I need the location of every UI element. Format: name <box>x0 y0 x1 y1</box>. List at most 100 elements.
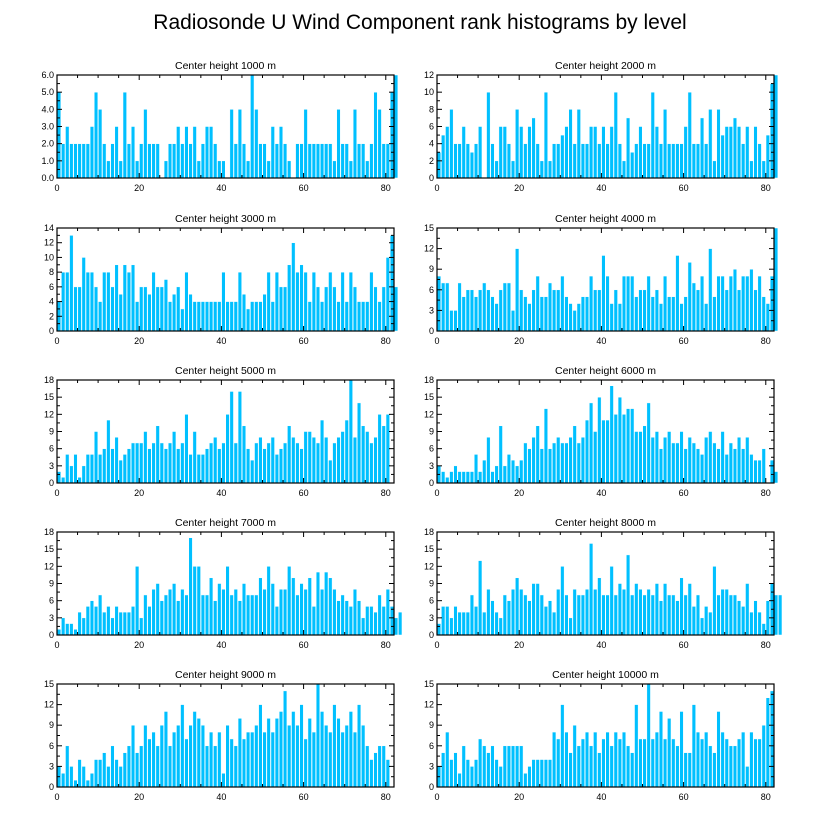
bar <box>352 109 358 179</box>
bar <box>85 606 90 636</box>
bar <box>461 745 466 788</box>
bar <box>385 759 390 788</box>
bar <box>490 296 495 332</box>
bar <box>502 745 507 788</box>
bar <box>609 126 614 179</box>
bar <box>695 289 701 332</box>
bar <box>344 143 349 179</box>
bar <box>209 577 214 636</box>
bar <box>270 583 275 636</box>
bar <box>601 738 606 788</box>
bar <box>332 442 337 484</box>
bar <box>527 303 532 332</box>
bar <box>757 143 762 179</box>
bar <box>654 731 659 788</box>
bar <box>303 109 308 179</box>
bar <box>357 143 362 179</box>
bar <box>320 143 325 179</box>
bar <box>246 731 251 788</box>
bar <box>139 143 144 179</box>
bar <box>593 289 598 332</box>
bar <box>163 160 168 179</box>
bar <box>143 109 148 179</box>
bar <box>221 160 226 179</box>
bar <box>172 293 177 332</box>
bar <box>373 611 378 636</box>
x-tick-label: 20 <box>134 183 144 193</box>
bar <box>519 289 524 332</box>
y-tick-label: 6 <box>49 741 54 751</box>
bar <box>307 718 312 788</box>
bar <box>465 471 470 484</box>
bar <box>270 301 275 332</box>
y-tick-label: 12 <box>424 700 434 710</box>
bar <box>180 143 185 179</box>
x-tick-label: 20 <box>514 488 524 498</box>
bar <box>336 718 341 788</box>
bar <box>724 289 729 332</box>
bar <box>737 126 742 179</box>
bar <box>93 606 99 636</box>
y-tick-label: 18 <box>424 527 434 537</box>
bar <box>601 255 606 332</box>
y-tick-label: 6 <box>429 741 434 751</box>
bar <box>597 752 602 788</box>
bar <box>535 759 540 788</box>
bar <box>246 448 251 484</box>
bar <box>163 594 168 636</box>
bar <box>81 465 86 484</box>
bar <box>241 583 247 636</box>
bar <box>278 286 284 332</box>
figure-title: Radiosonde U Wind Component rank histogr… <box>153 11 686 34</box>
bar <box>180 588 185 636</box>
y-tick-label: 1.0 <box>41 156 54 166</box>
bar <box>381 745 386 788</box>
bar <box>385 588 390 636</box>
bar <box>295 594 300 636</box>
bar <box>453 606 458 636</box>
bar <box>110 617 115 636</box>
bar <box>274 143 279 179</box>
x-tick-label: 40 <box>216 640 226 650</box>
bar <box>85 779 90 788</box>
bar <box>490 745 495 788</box>
bar <box>543 296 548 332</box>
bar <box>646 402 651 484</box>
bar <box>110 745 115 788</box>
bar <box>324 143 329 179</box>
bar <box>151 143 156 179</box>
bar <box>498 425 503 484</box>
bar <box>204 745 210 788</box>
bar <box>209 442 214 484</box>
bar <box>584 143 590 179</box>
bar <box>617 583 622 636</box>
bar <box>336 301 341 332</box>
y-tick-label: 8 <box>429 104 434 114</box>
bar <box>250 731 255 788</box>
bar <box>291 436 296 484</box>
bar <box>556 289 561 332</box>
bar <box>237 391 242 484</box>
bar <box>626 554 631 636</box>
bar <box>765 303 770 332</box>
bar <box>749 731 754 788</box>
bar <box>57 471 62 484</box>
bar <box>650 296 655 332</box>
bar <box>65 271 70 332</box>
bar <box>453 752 458 788</box>
y-tick-label: 6.0 <box>41 70 54 80</box>
bar <box>469 594 474 636</box>
bar <box>130 442 136 484</box>
bar <box>441 752 446 788</box>
bar <box>229 391 234 484</box>
bar <box>626 745 631 788</box>
y-tick-label: 6 <box>429 122 434 132</box>
bar <box>143 431 148 484</box>
bar <box>691 442 696 484</box>
bar <box>704 303 709 332</box>
bar <box>118 160 123 179</box>
bar <box>539 448 544 484</box>
bar <box>642 143 647 179</box>
bar <box>287 425 292 484</box>
